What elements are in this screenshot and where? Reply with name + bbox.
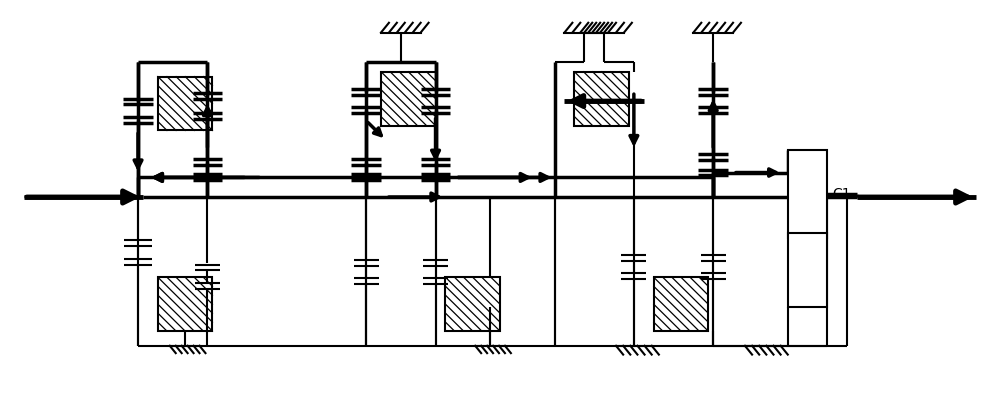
Bar <box>654 277 708 331</box>
Bar <box>158 277 212 331</box>
Bar <box>788 150 827 238</box>
Bar <box>158 76 212 130</box>
Bar <box>788 233 827 307</box>
Bar <box>574 72 629 126</box>
Bar <box>381 72 436 126</box>
Bar <box>445 277 500 331</box>
Text: C1: C1 <box>832 187 851 201</box>
